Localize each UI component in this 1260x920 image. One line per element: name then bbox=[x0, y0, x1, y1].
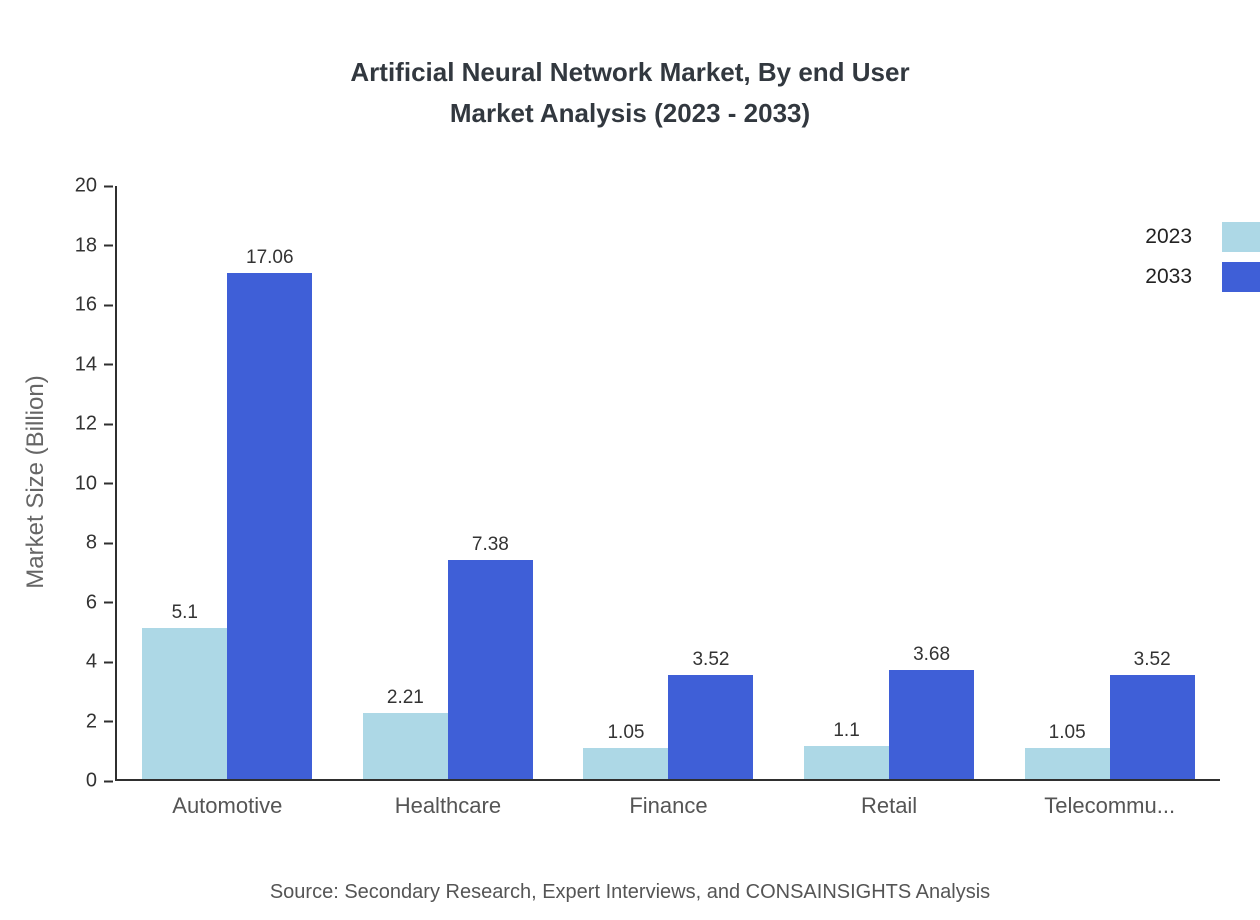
bar-2023 bbox=[362, 713, 448, 779]
chart-title: Artificial Neural Network Market, By end… bbox=[0, 52, 1260, 134]
y-tick: 20 bbox=[67, 175, 113, 198]
y-tick-mark bbox=[104, 185, 113, 187]
plot-area: 5.1 17.06 Automotive 2.21 7.38 Healthcare 1.05… bbox=[115, 186, 1220, 818]
y-axis: 0 2 4 6 8 10 12 14 16 18 20 bbox=[0, 175, 113, 792]
x-category-label: Retail bbox=[860, 793, 918, 818]
y-tick-label: 8 bbox=[85, 531, 97, 554]
bar-value-label: 5.1 bbox=[171, 601, 198, 623]
y-tick-mark bbox=[104, 720, 113, 723]
y-tick: 2 bbox=[67, 710, 113, 733]
bar-group: 1.05 3.52 Finance bbox=[583, 186, 754, 818]
x-category-label: Healthcare bbox=[394, 793, 502, 818]
bar-column: 5.1 bbox=[142, 186, 228, 779]
y-tick-label: 4 bbox=[85, 650, 97, 673]
legend-row: 2033 bbox=[1145, 262, 1260, 292]
chart-title-line-1: Artificial Neural Network Market, By end… bbox=[350, 57, 910, 87]
y-tick: 6 bbox=[67, 591, 113, 614]
bar-2023 bbox=[804, 746, 890, 779]
y-tick-mark bbox=[104, 244, 113, 247]
x-category-label: Automotive bbox=[172, 793, 283, 818]
y-tick-mark bbox=[104, 661, 113, 663]
y-tick-mark bbox=[104, 304, 113, 306]
bar-group: 2.21 7.38 Healthcare bbox=[362, 186, 533, 818]
x-category-label: Telecommu... bbox=[1044, 793, 1176, 818]
bar-2023 bbox=[1024, 747, 1110, 779]
y-tick-label: 16 bbox=[74, 293, 97, 316]
y-tick: 10 bbox=[67, 472, 113, 495]
bar-value-label: 1.05 bbox=[607, 721, 645, 743]
y-tick-label: 18 bbox=[74, 234, 97, 256]
bar-column: 2.21 bbox=[362, 186, 448, 779]
y-tick-label: 10 bbox=[74, 472, 97, 494]
y-tick: 14 bbox=[67, 353, 113, 376]
y-tick: 16 bbox=[67, 294, 113, 317]
bar-group: 1.05 3.52 Telecommu... bbox=[1024, 186, 1195, 818]
y-tick: 0 bbox=[67, 770, 113, 793]
source-note: Source: Secondary Research, Expert Inter… bbox=[269, 881, 991, 903]
y-tick-mark bbox=[104, 363, 113, 366]
y-tick-mark bbox=[104, 780, 113, 782]
y-tick-mark bbox=[104, 542, 113, 544]
y-tick-label: 2 bbox=[85, 710, 97, 732]
bar-column: 1.05 bbox=[583, 186, 669, 779]
bar-2033 bbox=[889, 669, 975, 779]
bar-group: 1.1 3.68 Retail bbox=[804, 186, 975, 818]
bar-2033 bbox=[668, 674, 754, 779]
y-tick-label: 12 bbox=[74, 412, 97, 435]
bar-column: 3.52 bbox=[1109, 186, 1195, 779]
y-tick-label: 6 bbox=[85, 591, 97, 613]
y-tick: 18 bbox=[67, 234, 113, 257]
bar-column: 1.1 bbox=[804, 186, 890, 779]
bar-column: 17.06 bbox=[227, 186, 313, 779]
legend-row: 2023 bbox=[1145, 222, 1260, 252]
bar-2033 bbox=[447, 560, 533, 779]
y-tick-mark bbox=[104, 423, 113, 425]
bar-2033 bbox=[227, 273, 313, 779]
bar-2023 bbox=[583, 747, 669, 779]
bar-value-label: 3.52 bbox=[1133, 648, 1171, 670]
y-tick-label: 14 bbox=[74, 353, 97, 375]
bar-value-label: 3.52 bbox=[692, 648, 730, 670]
bar-column: 1.05 bbox=[1024, 186, 1110, 779]
x-category-label: Finance bbox=[629, 793, 708, 818]
y-tick: 12 bbox=[67, 413, 113, 436]
bar-value-label: 1.1 bbox=[833, 720, 860, 742]
bar-column: 7.38 bbox=[447, 186, 533, 779]
bar-value-label: 3.68 bbox=[913, 643, 951, 665]
legend-swatch bbox=[1222, 222, 1260, 252]
bar-value-label: 17.06 bbox=[246, 247, 294, 269]
bar-value-label: 2.21 bbox=[386, 687, 424, 709]
y-tick-mark bbox=[104, 601, 113, 604]
y-tick: 8 bbox=[67, 532, 113, 555]
legend: 2023 2033 bbox=[1145, 222, 1260, 302]
bar-group: 5.1 17.06 Automotive bbox=[142, 186, 313, 818]
legend-swatch bbox=[1222, 262, 1260, 292]
legend-label: 2023 bbox=[1145, 225, 1192, 248]
bar-value-label: 7.38 bbox=[471, 534, 509, 556]
bar-2023 bbox=[142, 627, 228, 779]
y-tick: 4 bbox=[67, 651, 113, 674]
bar-value-label: 1.05 bbox=[1048, 721, 1086, 743]
legend-label: 2033 bbox=[1145, 265, 1192, 288]
bar-column: 3.68 bbox=[889, 186, 975, 779]
y-tick-label: 20 bbox=[74, 174, 97, 197]
bar-2033 bbox=[1109, 674, 1195, 779]
y-tick-mark bbox=[104, 482, 113, 485]
bar-column: 3.52 bbox=[668, 186, 754, 779]
chart-title-line-2: Market Analysis (2023 - 2033) bbox=[449, 98, 811, 128]
y-tick-label: 0 bbox=[85, 769, 97, 792]
